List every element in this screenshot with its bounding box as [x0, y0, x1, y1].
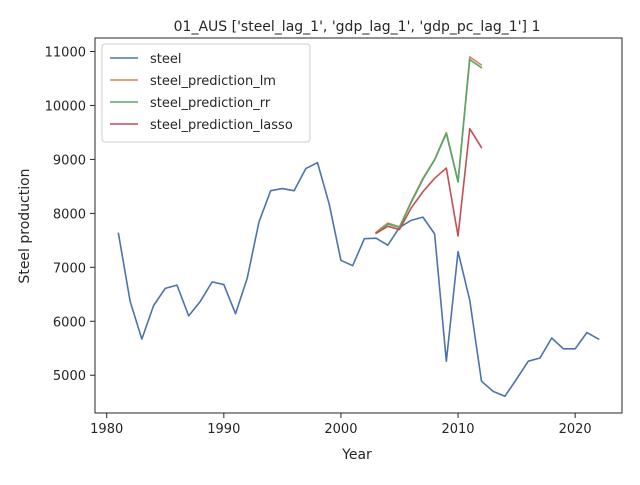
- y-tick-label: 8000: [53, 207, 86, 222]
- legend-label: steel_prediction_lm: [150, 74, 276, 89]
- series-line-steel-prediction-rr: [375, 58, 483, 234]
- legend-label: steel_prediction_lasso: [150, 118, 293, 133]
- legend-label: steel_prediction_rr: [150, 96, 271, 111]
- x-tick-label: 2010: [441, 422, 474, 437]
- y-tick-label: 5000: [53, 369, 86, 384]
- y-axis-label: Steel production: [17, 168, 33, 283]
- y-tick-label: 10000: [45, 99, 86, 114]
- series-line-steel-prediction-lasso: [375, 127, 483, 237]
- y-tick-label: 11000: [45, 45, 86, 60]
- x-tick-label: 2020: [559, 422, 592, 437]
- series-line-steel-prediction-lm: [375, 56, 483, 234]
- y-tick-label: 9000: [53, 153, 86, 168]
- x-tick-label: 1990: [207, 422, 240, 437]
- legend: steel steel_prediction_lm steel_prediction…: [101, 43, 311, 143]
- plot-frame: [94, 37, 623, 414]
- legend-label: steel: [150, 52, 181, 67]
- y-tick-label: 6000: [53, 315, 86, 330]
- series-line-steel: [117, 161, 600, 398]
- x-axis-label: Year: [341, 447, 372, 463]
- legend-box: [101, 43, 311, 143]
- y-tick-label: 7000: [53, 261, 86, 276]
- x-tick-label: 1980: [90, 422, 123, 437]
- x-tick-label: 2000: [324, 422, 357, 437]
- chart-title: 01_AUS ['steel_lag_1', 'gdp_lag_1', 'gdp…: [174, 19, 541, 35]
